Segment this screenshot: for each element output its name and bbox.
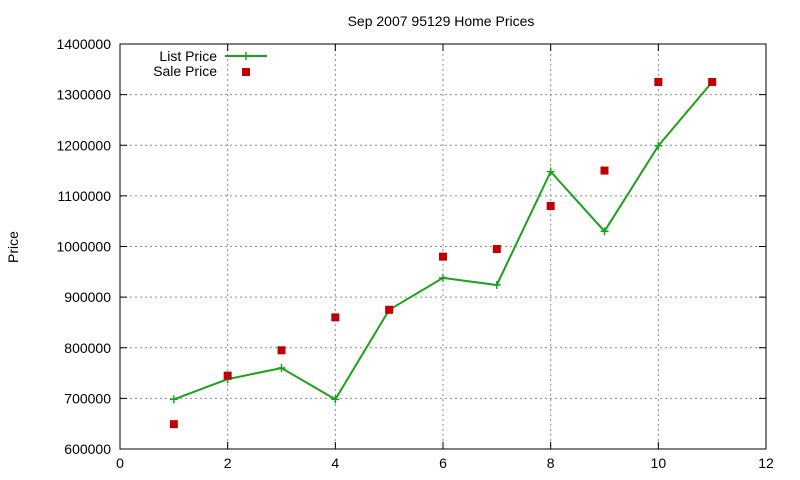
grid-lines — [120, 44, 766, 449]
plot-frame — [119, 43, 767, 450]
list-price-point — [600, 227, 609, 236]
x-tick-label: 10 — [651, 455, 667, 471]
list-price-point — [492, 280, 501, 289]
list-price-point — [277, 364, 286, 372]
x-tick-label: 0 — [116, 455, 124, 471]
list-price-point — [654, 141, 663, 150]
legend-square-marker — [242, 68, 250, 76]
x-tick-label: 6 — [439, 455, 447, 471]
data-series — [169, 77, 717, 429]
x-tick-label: 8 — [547, 455, 555, 471]
sale-price-point — [439, 252, 447, 261]
list-price-point — [169, 395, 178, 404]
sale-price-point — [331, 313, 340, 322]
chart-title: Sep 2007 95129 Home Prices — [348, 13, 535, 29]
y-axis-tick-labels: 600000 700000 800000 900000 1000000 1100000 12… — [56, 36, 111, 457]
y-tick-label: 800000 — [64, 340, 111, 356]
sale-price-point — [277, 346, 286, 355]
legend-label-sale-price: Sale Price — [153, 63, 217, 79]
list-price-point — [331, 395, 340, 404]
y-tick-label: 1100000 — [58, 188, 112, 204]
y-axis-label: Price — [5, 231, 21, 263]
legend-label-list-price: List Price — [159, 48, 217, 64]
list-price-point — [439, 273, 447, 282]
y-tick-label: 1200000 — [56, 137, 111, 153]
sale-price-point — [546, 202, 555, 210]
y-tick-label: 1300000 — [56, 87, 111, 103]
x-tick-label: 2 — [224, 455, 232, 471]
sale-price-point — [492, 245, 501, 254]
y-tick-label: 600000 — [64, 441, 111, 457]
y-tick-label: 1400000 — [56, 36, 111, 52]
list-price-point — [546, 167, 555, 176]
y-tick-label: 1000000 — [56, 239, 111, 255]
sale-price-point — [600, 166, 609, 175]
x-tick-label: 4 — [331, 455, 339, 471]
y-tick-label: 900000 — [64, 289, 111, 305]
sale-price-point — [169, 420, 178, 429]
legend-plus-marker — [242, 52, 250, 60]
x-axis-tick-labels: 0 2 4 6 8 10 12 — [116, 455, 774, 471]
legend-symbol-sale-price — [242, 68, 250, 76]
legend: List Price Sale Price — [153, 48, 267, 79]
x-tick-label: 12 — [758, 455, 774, 471]
sale-price-point — [654, 77, 663, 86]
y-tick-label: 700000 — [64, 390, 111, 406]
sale-price-point — [223, 371, 232, 380]
series-sale-price — [169, 77, 717, 429]
legend-symbol-list-price — [225, 52, 267, 60]
sale-price-point — [708, 77, 717, 86]
sale-price-point — [385, 305, 394, 314]
